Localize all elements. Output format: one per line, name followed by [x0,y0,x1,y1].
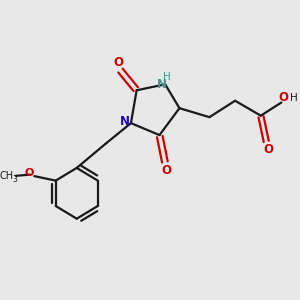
Text: H: H [290,93,298,103]
Text: N: N [120,115,130,128]
Text: O: O [263,142,273,156]
Text: CH: CH [0,171,14,181]
Text: O: O [113,56,123,69]
Text: 3: 3 [13,175,17,184]
Text: O: O [278,91,288,104]
Text: H: H [163,72,170,82]
Text: O: O [25,168,34,178]
Text: N: N [157,78,167,91]
Text: O: O [162,164,172,176]
